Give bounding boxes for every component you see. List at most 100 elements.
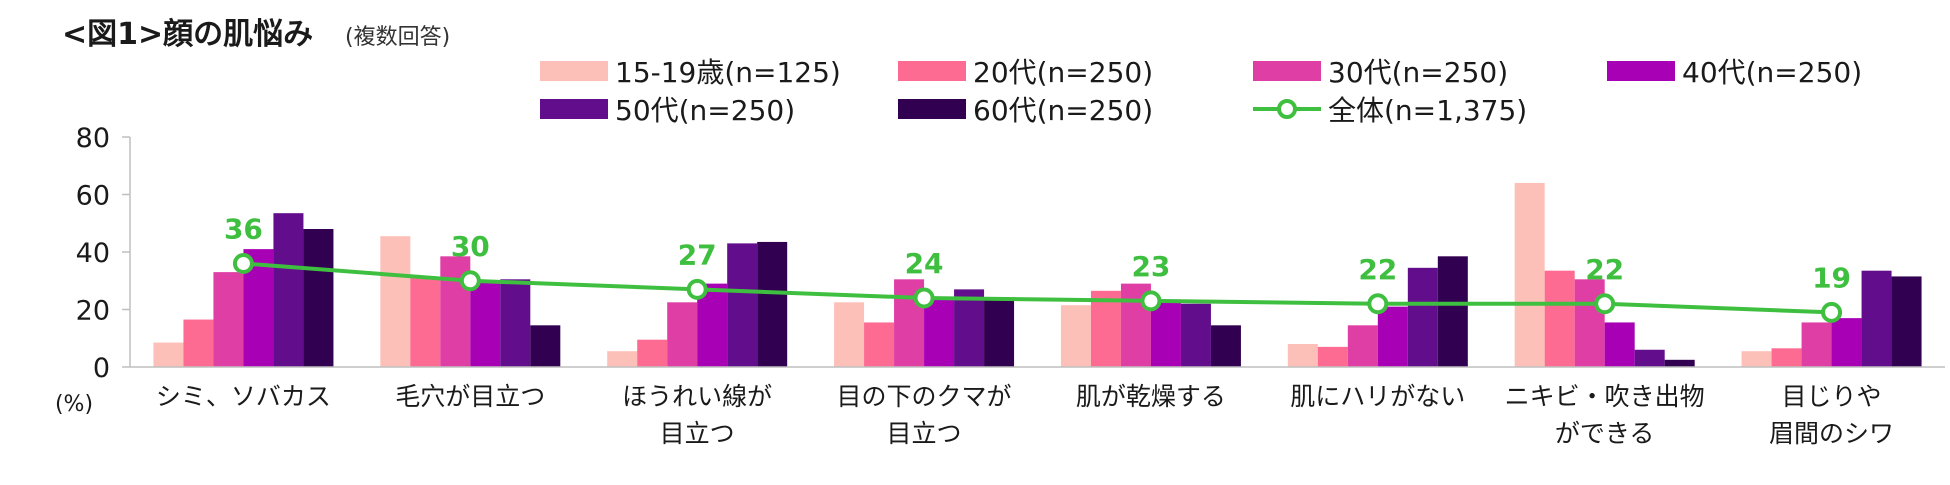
bar	[530, 325, 561, 367]
total-line-layer: 36 30 27 24 23 22 22 19	[224, 213, 1851, 323]
legend-item: 60代(n=250)	[898, 94, 1153, 127]
bar	[1407, 267, 1438, 367]
bars-layer	[153, 183, 1922, 367]
bar	[1771, 348, 1802, 367]
bar-group	[1287, 256, 1468, 367]
legend-swatch	[898, 99, 966, 119]
legend-label: 40代(n=250)	[1682, 56, 1862, 89]
bar	[410, 277, 441, 367]
legend-swatch	[1607, 61, 1675, 81]
bar	[1210, 325, 1241, 367]
legend-item: 15-19歳(n=125)	[540, 56, 841, 89]
x-category-label: 目じりや	[1782, 382, 1882, 411]
x-category-label: 肌にハリがない	[1290, 382, 1465, 411]
bar-group	[607, 241, 788, 367]
y-tick-label: 0	[93, 353, 110, 384]
chart-title-sub: (複数回答)	[345, 25, 450, 50]
bar	[1634, 349, 1665, 367]
bar	[1891, 276, 1922, 367]
bar	[1317, 346, 1348, 367]
bar-group	[1741, 270, 1922, 367]
x-category-label: 毛穴が目立つ	[395, 382, 545, 411]
bar	[1514, 183, 1545, 367]
legend-swatch	[540, 99, 608, 119]
bar	[273, 213, 304, 367]
total-point	[913, 287, 935, 309]
x-category-label: ニキビ・吹き出物	[1505, 382, 1705, 411]
bar	[1831, 318, 1862, 367]
legend-label: 15-19歳(n=125)	[615, 56, 841, 89]
legend: 15-19歳(n=125) 20代(n=250) 30代(n=250) 40代(n=2…	[540, 56, 1862, 127]
bar	[1604, 322, 1635, 367]
bar	[1060, 305, 1091, 367]
legend-swatch	[898, 61, 966, 81]
x-category-label: 目立つ	[660, 419, 735, 448]
bar	[303, 229, 334, 367]
legend-item: 40代(n=250)	[1607, 56, 1862, 89]
bar-group	[834, 279, 1015, 367]
legend-item: 50代(n=250)	[540, 94, 795, 127]
x-category-label: 目立つ	[887, 419, 962, 448]
legend-label: 30代(n=250)	[1328, 56, 1508, 89]
total-data-label: 22	[1585, 253, 1624, 286]
total-point	[1367, 293, 1389, 315]
bar	[1861, 270, 1892, 367]
y-tick-label: 60	[76, 181, 110, 212]
bar	[153, 342, 184, 367]
bar	[727, 243, 758, 367]
total-data-label: 19	[1812, 261, 1851, 294]
total-data-label: 36	[224, 213, 263, 246]
bar-group	[1514, 183, 1695, 367]
bar	[637, 339, 668, 367]
total-point	[459, 270, 481, 292]
x-category-label: ほうれい線が	[622, 382, 772, 411]
legend-label: 60代(n=250)	[973, 94, 1153, 127]
bar	[470, 280, 501, 367]
legend-item: 20代(n=250)	[898, 56, 1153, 89]
bar	[1741, 351, 1772, 367]
legend-swatch	[1253, 61, 1321, 81]
x-category-label: 眉間のシワ	[1769, 419, 1894, 448]
bar	[864, 322, 895, 367]
chart-title: <図1>顔の肌悩み (複数回答)	[62, 17, 450, 52]
x-category-label: ができる	[1555, 419, 1655, 448]
legend-item-total: 全体(n=1,375)	[1253, 94, 1527, 127]
bar	[1090, 290, 1121, 367]
x-category-label: 目の下のクマが	[837, 382, 1012, 411]
total-data-label: 30	[451, 230, 490, 263]
x-category-label: 肌が乾燥する	[1076, 382, 1226, 411]
y-axis: 0 20 40 60 80	[76, 123, 131, 384]
bar	[500, 279, 531, 367]
bar	[1150, 299, 1181, 367]
total-point	[1594, 293, 1616, 315]
legend-label: 50代(n=250)	[615, 94, 795, 127]
chart-title-main: <図1>顔の肌悩み	[62, 17, 313, 52]
bar	[924, 298, 955, 367]
bar	[834, 302, 865, 367]
bar	[954, 289, 985, 367]
total-data-label: 24	[905, 247, 944, 280]
bar	[1574, 279, 1605, 367]
y-axis-unit-label: (%)	[55, 392, 93, 417]
bar-group	[153, 213, 334, 367]
y-tick-label: 40	[76, 238, 110, 269]
y-tick-label: 80	[76, 123, 110, 154]
bar	[984, 298, 1015, 367]
x-category-label: シミ、ソバカス	[156, 382, 331, 411]
bar	[667, 302, 698, 367]
bar	[1544, 270, 1575, 367]
y-tick-label: 20	[76, 296, 110, 327]
bar	[380, 236, 411, 367]
bar-group	[1060, 283, 1241, 367]
bar	[1347, 325, 1378, 367]
bar	[757, 241, 788, 367]
bar	[213, 272, 244, 367]
bar-group	[380, 236, 561, 367]
legend-item: 30代(n=250)	[1253, 56, 1508, 89]
total-series-line	[243, 261, 1832, 315]
bar	[1664, 359, 1695, 367]
bar	[1287, 344, 1318, 367]
total-point	[232, 253, 254, 274]
bar	[1437, 256, 1468, 367]
